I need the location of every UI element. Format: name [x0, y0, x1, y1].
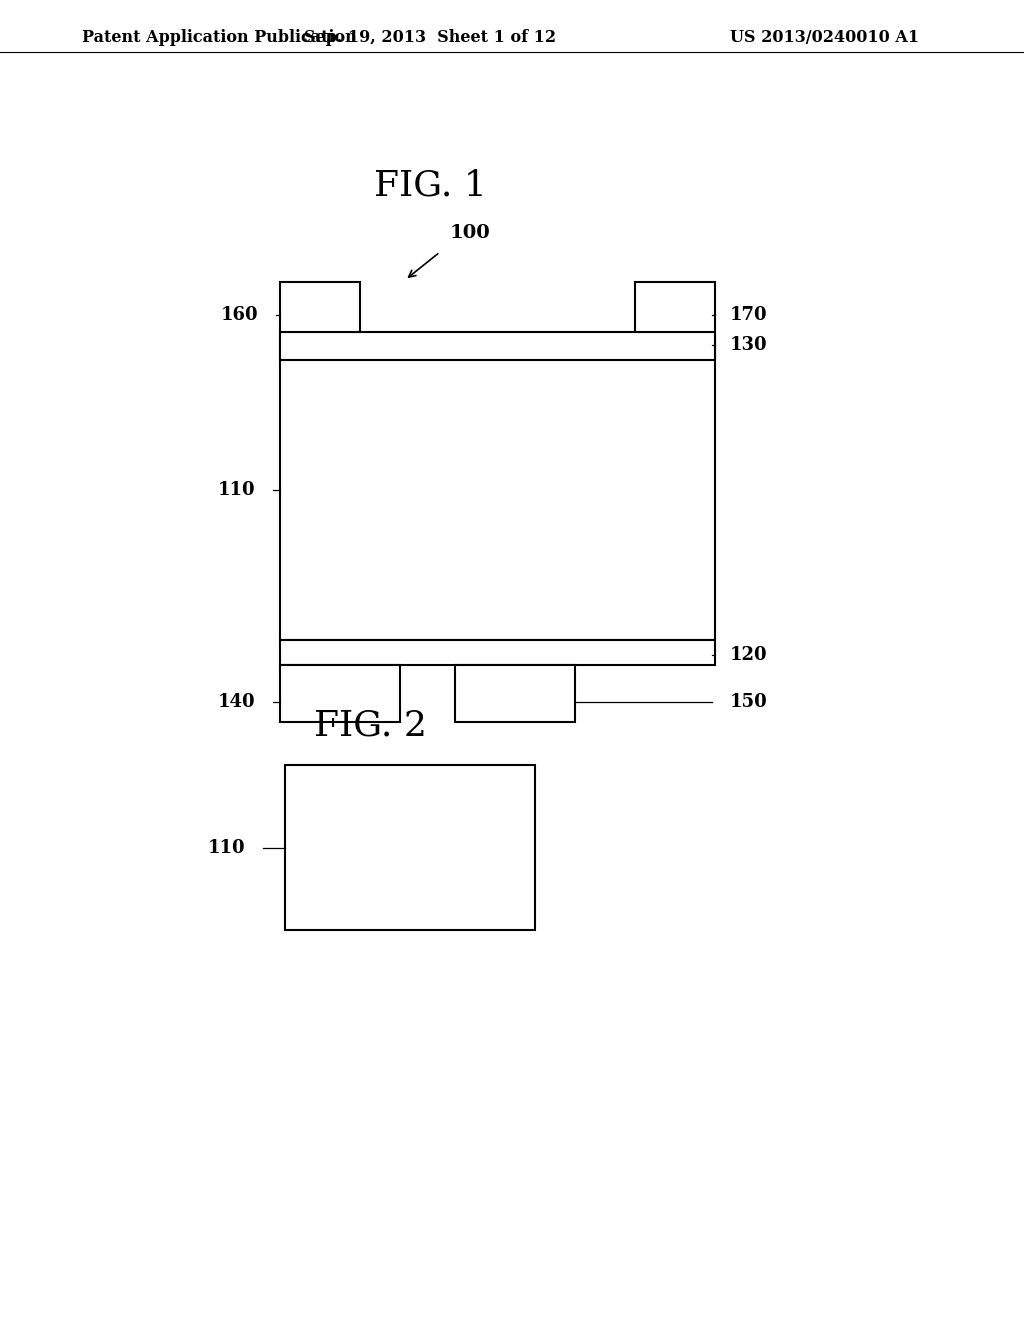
Text: 140: 140: [217, 693, 255, 711]
Bar: [280, 665, 400, 722]
Text: 110: 110: [217, 480, 255, 499]
Text: Sep. 19, 2013  Sheet 1 of 12: Sep. 19, 2013 Sheet 1 of 12: [304, 29, 556, 45]
Text: 170: 170: [730, 306, 768, 323]
Text: 110: 110: [208, 840, 245, 857]
Bar: [280, 282, 360, 333]
Bar: [455, 665, 575, 722]
Text: US 2013/0240010 A1: US 2013/0240010 A1: [730, 29, 920, 45]
Text: Patent Application Publication: Patent Application Publication: [82, 29, 356, 45]
Bar: [280, 335, 715, 640]
Bar: [280, 640, 715, 665]
Text: 100: 100: [450, 224, 490, 242]
Text: FIG. 2: FIG. 2: [313, 708, 426, 742]
Text: FIG. 1: FIG. 1: [374, 168, 486, 202]
Bar: [635, 282, 715, 333]
Text: 130: 130: [730, 337, 768, 354]
Bar: [285, 766, 535, 931]
Text: 150: 150: [730, 693, 768, 711]
Text: 160: 160: [220, 306, 258, 323]
Text: 120: 120: [730, 645, 768, 664]
Bar: [280, 333, 715, 360]
